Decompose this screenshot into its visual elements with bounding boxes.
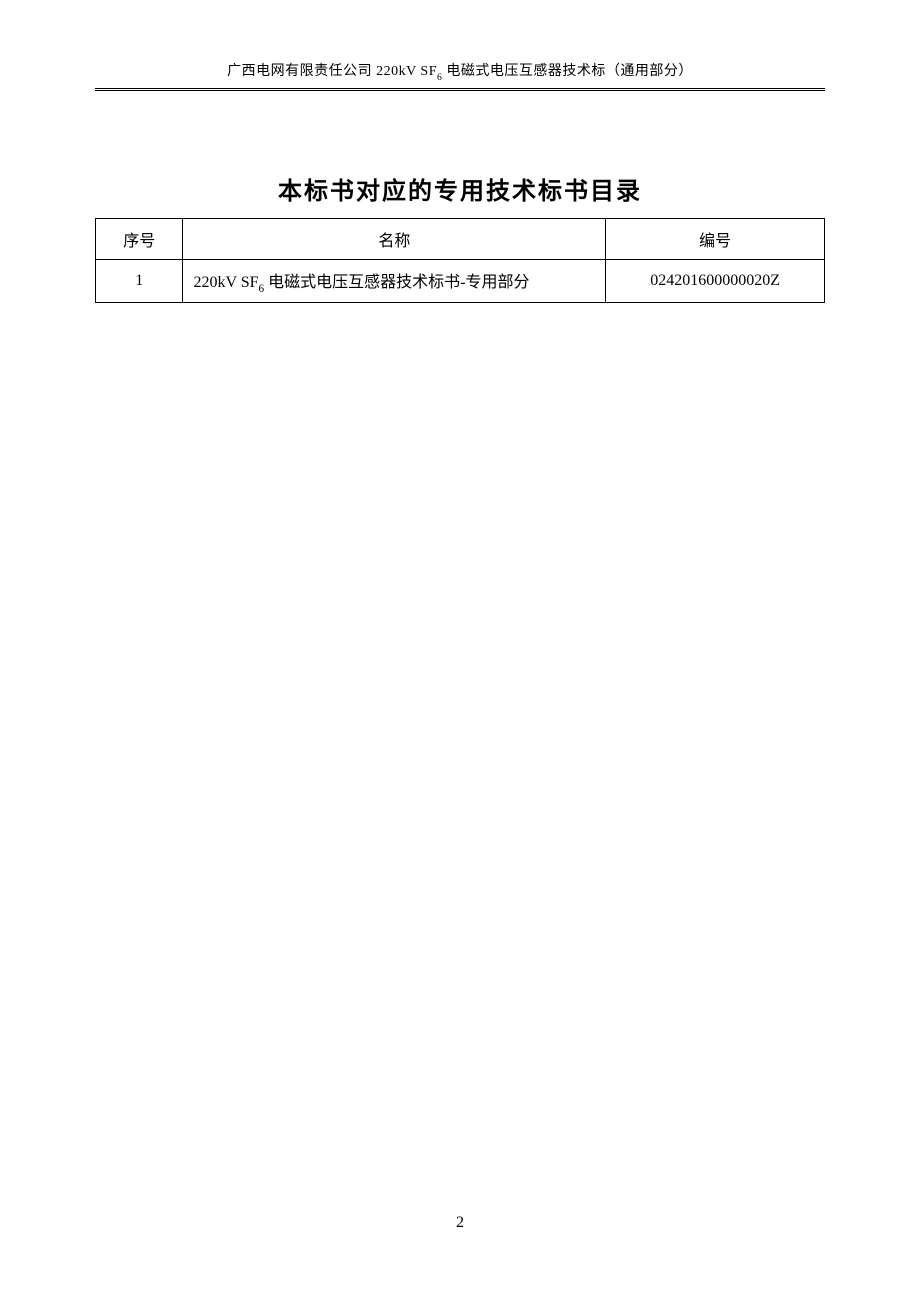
table-header-row: 序号 名称 编号 bbox=[96, 218, 825, 259]
header-subscript: 6 bbox=[437, 72, 442, 83]
col-header-name: 名称 bbox=[183, 218, 606, 259]
cell-name-subscript: 6 bbox=[259, 283, 265, 295]
catalog-table: 序号 名称 编号 1 220kV SF6 电磁式电压互感器技术标书-专用部分 0… bbox=[95, 218, 825, 303]
header-text-prefix: 广西电网有限责任公司 220kV SF bbox=[227, 64, 437, 79]
table-row: 1 220kV SF6 电磁式电压互感器技术标书-专用部分 0242016000… bbox=[96, 259, 825, 302]
document-title: 本标书对应的专用技术标书目录 bbox=[95, 171, 825, 206]
col-header-seq: 序号 bbox=[96, 218, 183, 259]
cell-name-prefix: 220kV SF bbox=[193, 274, 258, 291]
header-text-suffix: 电磁式电压互感器技术标（通用部分） bbox=[442, 64, 693, 79]
cell-seq: 1 bbox=[96, 259, 183, 302]
header-underline-thin bbox=[95, 90, 825, 91]
cell-code: 024201600000020Z bbox=[606, 259, 825, 302]
page-number: 2 bbox=[0, 1214, 920, 1232]
page-container: 广西电网有限责任公司 220kV SF6 电磁式电压互感器技术标（通用部分） 本… bbox=[0, 0, 920, 1302]
cell-name-suffix: 电磁式电压互感器技术标书-专用部分 bbox=[264, 274, 529, 291]
header-underline-thick bbox=[95, 88, 825, 89]
cell-name: 220kV SF6 电磁式电压互感器技术标书-专用部分 bbox=[183, 259, 606, 302]
page-header: 广西电网有限责任公司 220kV SF6 电磁式电压互感器技术标（通用部分） bbox=[95, 60, 825, 88]
col-header-code: 编号 bbox=[606, 218, 825, 259]
